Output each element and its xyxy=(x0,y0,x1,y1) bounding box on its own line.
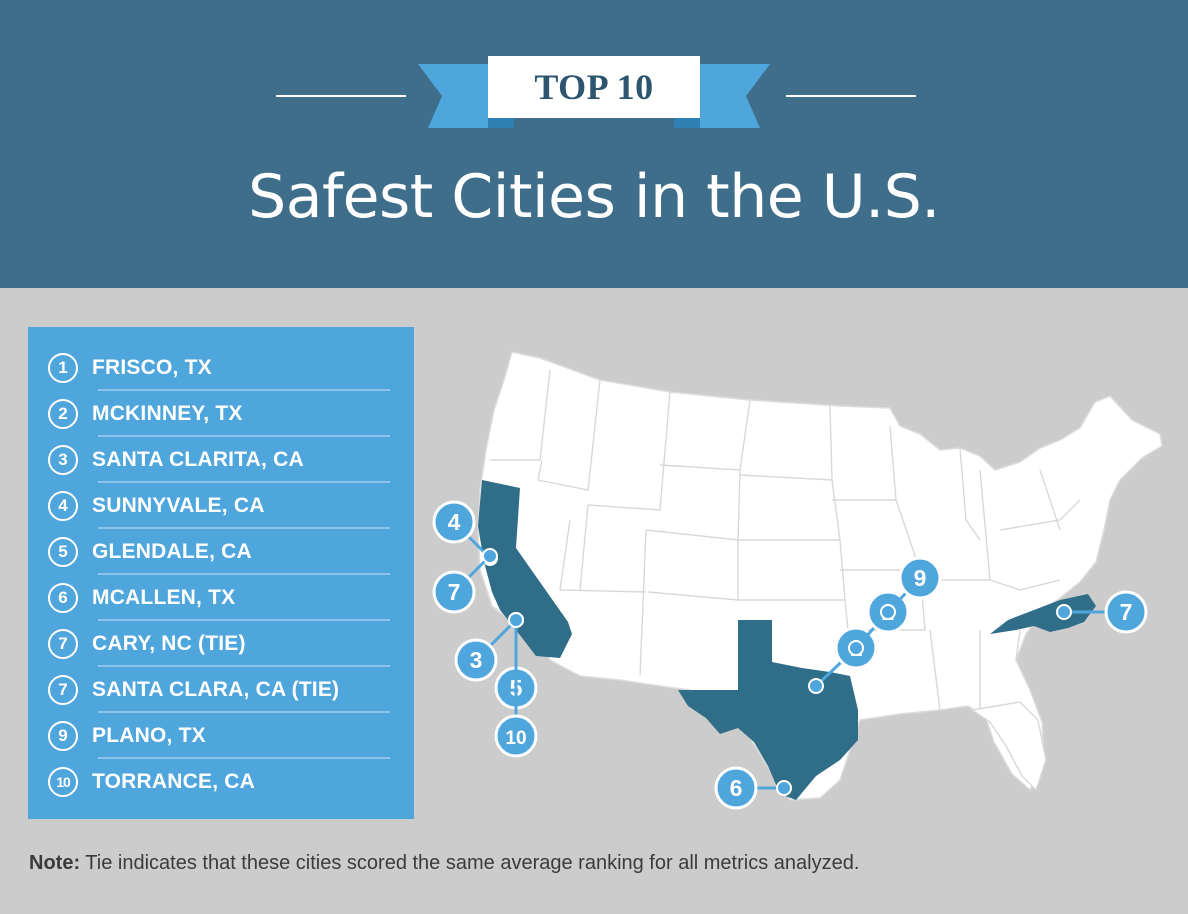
rank-number-badge: 2 xyxy=(48,399,78,429)
row-divider xyxy=(98,757,390,759)
rank-number-badge: 3 xyxy=(48,445,78,475)
rank-number-badge: 5 xyxy=(48,537,78,567)
row-divider xyxy=(98,389,390,391)
marker-label: 10 xyxy=(505,728,526,749)
city-name: MCALLEN, TX xyxy=(92,586,236,609)
row-divider xyxy=(98,619,390,621)
rank-number-badge: 4 xyxy=(48,491,78,521)
marker-label: 7 xyxy=(448,579,461,605)
city-name: GLENDALE, CA xyxy=(92,540,252,563)
city-name: FRISCO, TX xyxy=(92,356,212,379)
footnote: Note: Tie indicates that these cities sc… xyxy=(29,852,1169,875)
ranking-item: 7 SANTA CLARA, CA (TIE) xyxy=(48,667,390,713)
marker-label: 7 xyxy=(1120,599,1133,625)
marker-anchor-dot xyxy=(848,640,864,656)
map-marker: 7 xyxy=(1056,590,1148,634)
state-texas xyxy=(678,620,858,800)
header-banner: TOP 10 Safest Cities in the U.S. xyxy=(0,0,1188,288)
state-north-carolina xyxy=(990,594,1096,634)
us-mainland xyxy=(477,351,1163,801)
note-text: Tie indicates that these cities scored t… xyxy=(80,852,860,874)
row-divider xyxy=(98,435,390,437)
marker-circle xyxy=(432,570,476,614)
marker-circle xyxy=(714,766,758,810)
ranking-item: 1 FRISCO, TX xyxy=(48,345,390,391)
map-marker: 6 xyxy=(714,766,792,810)
row-divider xyxy=(98,527,390,529)
top10-badge: TOP 10 xyxy=(488,56,700,118)
header-rule-left xyxy=(276,95,406,97)
marker-label: 3 xyxy=(470,647,483,673)
map-marker: 9 xyxy=(880,556,942,620)
city-name: SUNNYVALE, CA xyxy=(92,494,265,517)
marker-anchor-dot xyxy=(776,780,792,796)
city-name: CARY, NC (TIE) xyxy=(92,632,246,655)
rank-number-badge: 9 xyxy=(48,721,78,751)
marker-anchor-dot xyxy=(508,612,524,628)
city-name: TORRANCE, CA xyxy=(92,770,256,793)
ranking-item: 5 GLENDALE, CA xyxy=(48,529,390,575)
marker-circle xyxy=(432,500,476,544)
marker-label: 6 xyxy=(730,775,743,801)
ranking-item: 9 PLANO, TX xyxy=(48,713,390,759)
state-california xyxy=(478,480,572,658)
marker-anchor-dot xyxy=(880,604,896,620)
city-name: PLANO, TX xyxy=(92,724,206,747)
row-divider xyxy=(98,711,390,713)
rank-number-badge: 7 xyxy=(48,675,78,705)
marker-circle xyxy=(1104,590,1148,634)
marker-label: 4 xyxy=(448,509,461,535)
ribbon xyxy=(418,64,770,128)
row-divider xyxy=(98,573,390,575)
row-divider xyxy=(98,665,390,667)
ranking-item: 3 SANTA CLARITA, CA xyxy=(48,437,390,483)
marker-anchor-dot xyxy=(808,678,824,694)
row-divider xyxy=(98,481,390,483)
rank-number-badge: 10 xyxy=(48,767,78,797)
map-marker: 10 xyxy=(494,612,538,758)
rank-number-badge: 7 xyxy=(48,629,78,659)
ranking-item: 4 SUNNYVALE, CA xyxy=(48,483,390,529)
city-name: MCKINNEY, TX xyxy=(92,402,243,425)
note-label: Note: xyxy=(29,852,81,874)
ranking-item: 6 MCALLEN, TX xyxy=(48,575,390,621)
marker-circle xyxy=(898,556,942,600)
header-rule-right xyxy=(786,95,916,97)
marker-anchor-dot xyxy=(482,548,498,564)
map-marker: 7 xyxy=(432,548,498,614)
ranking-item: 2 MCKINNEY, TX xyxy=(48,391,390,437)
marker-circle xyxy=(454,638,498,682)
rankings-panel: 1 FRISCO, TX 2 MCKINNEY, TX 3 SANTA CLARITA, … xyxy=(28,327,414,819)
marker-label: 9 xyxy=(914,565,927,591)
city-name: SANTA CLARA, CA (TIE) xyxy=(92,678,340,701)
ranking-item: 7 CARY, NC (TIE) xyxy=(48,621,390,667)
city-name: SANTA CLARITA, CA xyxy=(92,448,304,471)
page-title: Safest Cities in the U.S. xyxy=(248,162,940,232)
rank-number-badge: 1 xyxy=(48,353,78,383)
marker-circle xyxy=(494,714,538,758)
ranking-item: 10 TORRANCE, CA xyxy=(48,759,390,805)
rank-number-badge: 6 xyxy=(48,583,78,613)
us-map: 47351012967 xyxy=(432,351,1163,810)
marker-anchor-dot xyxy=(1056,604,1072,620)
